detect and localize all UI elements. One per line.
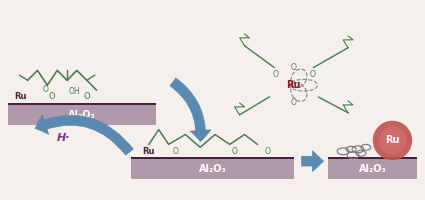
Text: O: O xyxy=(173,147,178,156)
Text: O: O xyxy=(83,92,90,101)
Text: O: O xyxy=(42,85,48,94)
Circle shape xyxy=(373,121,412,160)
Text: O: O xyxy=(291,63,297,72)
FancyBboxPatch shape xyxy=(131,157,294,159)
Text: O: O xyxy=(49,92,56,101)
Text: O: O xyxy=(310,70,316,79)
Text: Al₂O₃: Al₂O₃ xyxy=(359,164,387,174)
FancyBboxPatch shape xyxy=(8,103,156,105)
FancyBboxPatch shape xyxy=(8,105,156,125)
Text: Ru: Ru xyxy=(14,92,27,101)
Circle shape xyxy=(385,133,400,148)
Text: O: O xyxy=(291,98,297,107)
Text: Ru: Ru xyxy=(286,80,301,90)
Text: H·: H· xyxy=(57,133,71,143)
FancyBboxPatch shape xyxy=(329,159,417,179)
Text: O: O xyxy=(264,147,270,156)
Text: Al₂O₃: Al₂O₃ xyxy=(68,110,96,120)
Text: O: O xyxy=(232,147,238,156)
Text: Ru: Ru xyxy=(143,147,155,156)
FancyBboxPatch shape xyxy=(131,159,294,179)
FancyBboxPatch shape xyxy=(329,157,417,159)
Circle shape xyxy=(379,127,406,154)
Text: Ru: Ru xyxy=(385,135,400,145)
Text: OH: OH xyxy=(68,87,80,96)
Text: O: O xyxy=(272,70,278,79)
Text: Al₂O₃: Al₂O₃ xyxy=(198,164,227,174)
